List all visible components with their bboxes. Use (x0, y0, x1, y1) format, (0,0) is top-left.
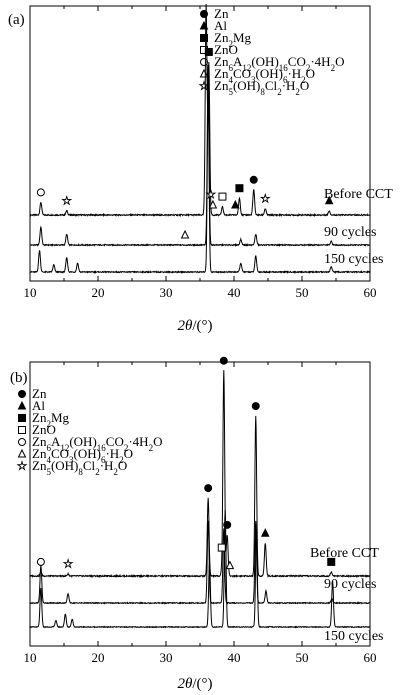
series-line-before-cct (29, 3, 371, 218)
legend-entry-label: Zn (32, 386, 47, 401)
legend-1-triangle-filled-marker (17, 400, 27, 410)
series-label: 90 cycles (324, 577, 376, 592)
peak-0-0-circle-open-marker (36, 557, 45, 566)
legend-entry-label: Zn5(OH)8Cl2·H2O (32, 458, 127, 477)
series-label: 150 cycles (324, 629, 383, 644)
panel-a-x-axis: 10 20 30 40 50 60 (24, 6, 377, 300)
panel-a-legend: ZnAlZn2MgZnOZn6A12(OH)16CO2·4H2OZn4CO3(O… (198, 6, 344, 97)
x-tick-label: 40 (228, 285, 241, 300)
legend-5-triangle-open-marker (17, 448, 27, 458)
peak-0-11-triangle-filled-marker (324, 195, 334, 205)
legend-4-circle-open-marker (18, 438, 26, 446)
panel-a-traces (29, 3, 371, 275)
series-label: Before CCT (310, 546, 379, 561)
peak-0-5-triangle-open-marker (208, 199, 218, 209)
x-tick-label: 50 (296, 650, 309, 665)
peak-0-4-circle-filled-marker (219, 356, 228, 365)
series-line-150-cycles (29, 92, 371, 275)
legend-5-triangle-open-marker (199, 68, 209, 78)
x-tick-label: 20 (92, 650, 105, 665)
legend-entry-label: Al (214, 18, 227, 33)
x-tick-label: 60 (364, 650, 377, 665)
peak-0-6-triangle-open-marker (225, 560, 235, 570)
panel-b-trace-labels: Before CCT 90 cycles 150 cycles (310, 546, 383, 644)
legend-entry-label: Zn5(OH)8Cl2·H2O (214, 78, 309, 97)
legend-entry-label: Zn2Mg (32, 410, 70, 429)
panel-a-x-axis-title: 2θ/(°) (177, 318, 212, 334)
x-tick-label: 10 (24, 285, 37, 300)
series-line-90-cycles (29, 520, 371, 605)
panel-b-x-axis-title: 2θ/(°) (177, 676, 212, 692)
legend-0-circle-filled-marker (18, 390, 26, 398)
series-label: 90 cycles (324, 225, 376, 240)
legend-2-square-filled-marker (200, 34, 208, 42)
peak-0-3-square-filled-marker (204, 47, 213, 56)
panel-a-label: (a) (8, 12, 25, 28)
legend-entry-label: Zn6A12(OH)16CO2·4H2O (32, 434, 162, 453)
legend-2-square-filled-marker (18, 414, 26, 422)
peak-1-0-triangle-open-marker (180, 229, 190, 239)
peak-0-6-square-open-marker (218, 192, 227, 201)
x-tick-label: 30 (160, 285, 173, 300)
legend-3-square-open-marker (18, 426, 26, 434)
x-tick-label: 30 (160, 650, 173, 665)
legend-6-star-open-marker (16, 460, 28, 471)
panel-b-x-axis: 10 20 30 40 50 60 (24, 362, 377, 665)
peak-0-9-square-filled-marker (327, 557, 336, 566)
peak-0-10-star-open-marker (259, 192, 271, 204)
peak-0-2-circle-filled-marker (204, 484, 213, 493)
legend-entry-label: ZnO (32, 422, 56, 437)
series-line-150-cycles (29, 510, 371, 629)
series-line-90-cycles (29, 65, 371, 248)
peak-0-3-square-open-marker (217, 543, 226, 552)
x-tick-label: 20 (92, 285, 105, 300)
panel-b-peak-markers (36, 356, 336, 570)
x-tick-label: 40 (228, 650, 241, 665)
peak-0-9-circle-filled-marker (249, 175, 258, 184)
legend-entry-label: Zn2Mg (214, 30, 252, 49)
peak-0-1-star-open-marker (62, 558, 74, 569)
peak-0-5-circle-filled-marker (223, 520, 232, 529)
panel-a-peak-markers (36, 47, 334, 239)
panel-a: (a) ZnAlZn2MgZnOZn6A12(OH)16CO2·4H2OZn4C… (8, 3, 393, 334)
x-tick-label: 10 (24, 650, 37, 665)
peak-0-7-circle-filled-marker (251, 402, 260, 411)
peak-0-4-star-open-marker (205, 188, 217, 200)
panel-b: (b) ZnAlZn2MgZnOZn6A12(OH)16CO2·4H2OZn4C… (10, 356, 383, 692)
legend-entry-label: Zn4CO3(OH)6·H2O (214, 66, 315, 85)
legend-entry-label: Zn4CO3(OH)6·H2O (32, 446, 133, 465)
panel-b-traces (29, 370, 371, 629)
legend-entry-label: Al (32, 398, 45, 413)
series-line-before-cct (29, 370, 371, 579)
series-label: Before CCT (324, 187, 393, 202)
peak-0-1-star-open-marker (61, 194, 73, 206)
panel-b-label: (b) (10, 370, 28, 386)
peak-0-8-triangle-filled-marker (260, 528, 270, 537)
x-tick-label: 50 (296, 285, 309, 300)
legend-entry-label: ZnO (214, 42, 238, 57)
legend-entry-label: Zn (214, 6, 229, 21)
peak-0-7-triangle-filled-marker (231, 199, 240, 209)
series-label: 150 cycles (324, 252, 383, 267)
peak-0-0-circle-open-marker (36, 188, 45, 197)
legend-entry-label: Zn6A12(OH)16CO2·4H2O (214, 54, 344, 73)
panel-a-trace-labels: Before CCT 90 cycles 150 cycles (324, 187, 393, 267)
x-tick-label: 60 (364, 285, 377, 300)
panel-b-legend: ZnAlZn2MgZnOZn6A12(OH)16CO2·4H2OZn4CO3(O… (16, 386, 162, 477)
peak-0-8-square-filled-marker (235, 184, 244, 193)
